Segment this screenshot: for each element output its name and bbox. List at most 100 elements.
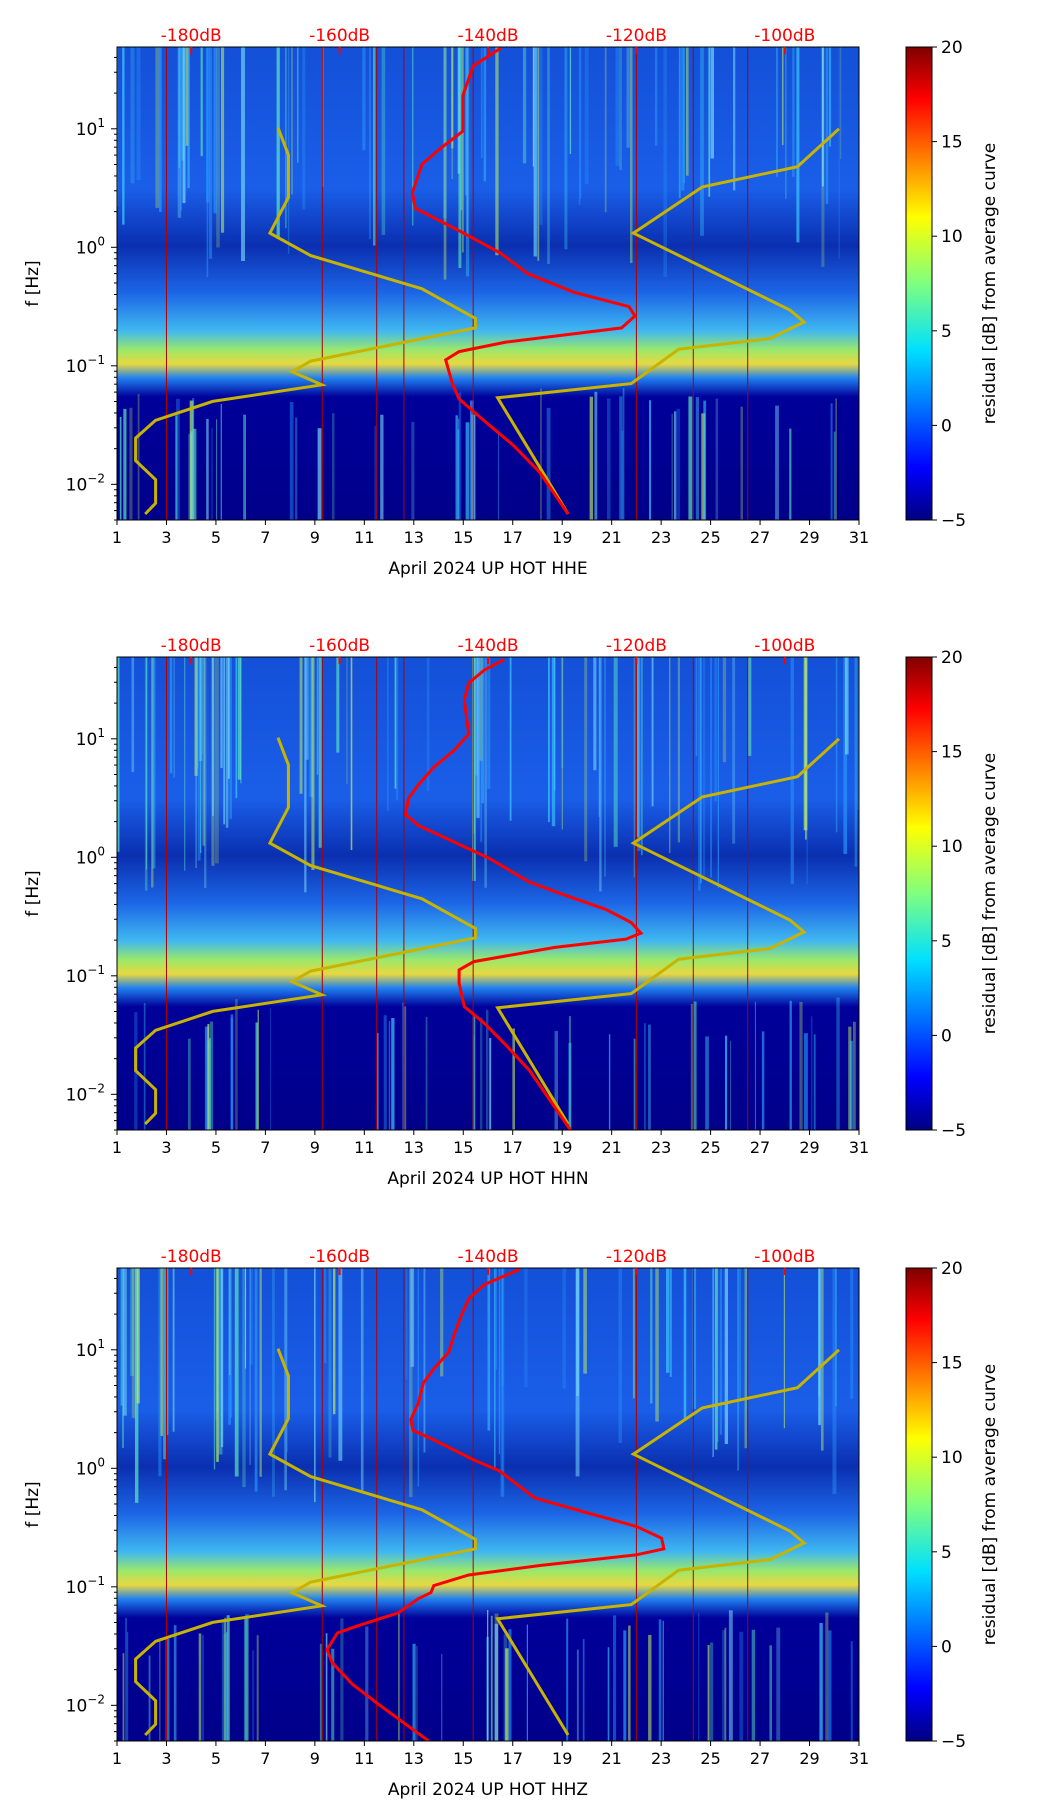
y-tick-exponent: −2: [87, 1692, 105, 1706]
spectrogram-streak: [190, 431, 193, 520]
spectrogram-streak: [828, 47, 832, 147]
spectrogram-streak: [220, 404, 222, 520]
x-axis-label: April 2024 UP HOT HHZ: [388, 1780, 588, 1800]
spectrogram-streak: [486, 1009, 489, 1130]
spectrogram-streak: [598, 657, 601, 817]
spectrogram-streak: [710, 47, 714, 159]
top-tick-label: -140dB: [457, 636, 518, 656]
spectrogram-streak: [172, 1268, 175, 1432]
spectrogram: [117, 1268, 859, 1741]
spectrogram-streak: [580, 47, 582, 199]
top-tick-label: -160dB: [309, 1247, 370, 1267]
spectrogram-streak: [123, 408, 127, 520]
average-psd-curve: [410, 47, 637, 515]
spectrogram-streak: [403, 1006, 407, 1130]
x-tick-label: 15: [453, 1138, 473, 1157]
top-tick-label: -180dB: [161, 636, 222, 656]
spectrogram-streak: [663, 47, 667, 277]
spectrogram-streak: [252, 1650, 255, 1741]
top-tick-label: -160dB: [309, 26, 370, 46]
x-tick-label: 31: [849, 528, 869, 547]
spectrogram-streak: [125, 1617, 127, 1741]
colorbar-tick-label: 20: [941, 1259, 963, 1279]
spectrogram-streak: [495, 47, 499, 256]
spectrogram-streak: [316, 657, 319, 775]
spectrogram-streak: [213, 1268, 216, 1470]
spectrogram-streak: [208, 47, 213, 259]
spectrogram-streak: [569, 47, 572, 154]
spectrogram-streak: [568, 1042, 572, 1130]
spectrogram-streak: [213, 47, 217, 214]
spectrogram-streak: [671, 413, 673, 520]
spectrogram-streak: [695, 397, 699, 520]
spectrogram-streak: [722, 1630, 726, 1741]
spectrogram-streak: [206, 418, 209, 520]
spectrogram-streak: [487, 1610, 489, 1741]
x-tick-label: 11: [354, 1749, 374, 1768]
spectrogram-streak: [676, 408, 680, 520]
spectrogram-streak: [291, 47, 293, 195]
spectrogram-streak: [604, 47, 607, 213]
spectrogram-streak: [564, 47, 568, 250]
y-tick-exponent: −1: [87, 353, 105, 367]
colorbar: [905, 656, 933, 1131]
spectrogram-streak: [202, 1634, 204, 1741]
spectrogram-streak: [123, 1268, 127, 1416]
spectrogram-streak: [235, 999, 238, 1130]
spectrogram-streak: [678, 47, 681, 198]
average-psd-curve: [403, 658, 644, 1130]
spectrogram-streak: [821, 1268, 824, 1451]
spectrogram-streak: [836, 997, 840, 1130]
y-axis-label: f [Hz]: [23, 260, 43, 306]
spectrogram-streak: [649, 400, 652, 520]
spectrogram-streak: [380, 414, 384, 520]
spectrogram-streak: [184, 657, 186, 871]
spectrogram-streak: [455, 415, 458, 520]
colorbar-tick-label: 10: [941, 837, 963, 857]
spectrogram-streak: [417, 1268, 420, 1487]
spectrogram-streak: [568, 1016, 571, 1130]
spectrogram-streak: [230, 1014, 234, 1130]
spectrogram-streak: [526, 1624, 528, 1741]
spectrogram-streak: [391, 1018, 395, 1130]
spectrogram-streak: [122, 1653, 125, 1741]
spectrogram-streak: [690, 1004, 693, 1130]
spectrogram-streak: [633, 1038, 636, 1130]
spectrogram-streak: [237, 657, 242, 780]
spectrogram-streak: [209, 1038, 211, 1130]
x-tick-label: 7: [260, 1138, 270, 1157]
spectrogram-streak: [850, 1641, 853, 1741]
spectrogram-streak: [146, 657, 148, 870]
spectrogram-streak: [200, 47, 203, 157]
spectrogram-streak: [621, 430, 624, 520]
spectrogram-streak: [173, 657, 175, 778]
spectrogram-streak: [197, 657, 201, 861]
spectrogram-streak: [314, 1268, 316, 1503]
spectrogram-streak: [257, 1009, 259, 1130]
spectrogram-streak: [229, 1268, 231, 1375]
spectrogram-streak: [226, 1615, 230, 1741]
spectrogram-streak: [732, 657, 736, 844]
spectrogram-streak: [576, 1649, 579, 1741]
spectrogram-streak: [204, 1026, 209, 1130]
noise-model-high-model: [495, 737, 841, 1125]
spectrogram-streak: [483, 47, 487, 182]
spectrogram-streak: [561, 657, 564, 768]
spectrogram-streak: [623, 1630, 627, 1741]
spectrogram-streak: [136, 47, 141, 181]
spectrogram-streak: [219, 1268, 222, 1405]
spectrogram-streak: [243, 1616, 248, 1741]
spectrogram-streak: [220, 657, 223, 769]
spectrogram-streak: [175, 415, 178, 520]
y-tick-label: 10−1: [66, 353, 105, 377]
spectrogram-streak: [789, 1000, 792, 1130]
spectrogram-streak: [554, 1030, 558, 1130]
spectrogram-streak: [416, 1646, 418, 1741]
spectrogram-streak: [747, 657, 752, 756]
spectrogram-streak: [810, 1016, 813, 1130]
y-tick-exponent: 0: [97, 844, 105, 858]
y-tick-exponent: 1: [97, 1337, 105, 1351]
spectrogram-streak: [212, 657, 214, 816]
spectrogram-streak: [423, 1268, 426, 1453]
